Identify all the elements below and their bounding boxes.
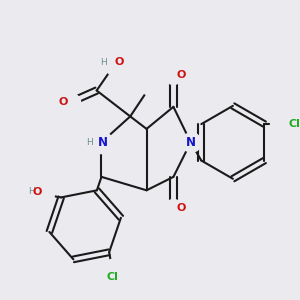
- Text: O: O: [32, 187, 41, 197]
- Text: H: H: [28, 187, 35, 196]
- Text: Cl: Cl: [106, 272, 118, 282]
- Text: O: O: [59, 97, 68, 107]
- Text: N: N: [98, 136, 108, 149]
- Text: Cl: Cl: [288, 119, 300, 129]
- Text: O: O: [115, 57, 124, 67]
- Text: O: O: [177, 202, 186, 213]
- Text: O: O: [177, 70, 186, 80]
- Text: H: H: [100, 58, 107, 67]
- Text: H: H: [86, 138, 93, 147]
- Text: N: N: [186, 136, 196, 149]
